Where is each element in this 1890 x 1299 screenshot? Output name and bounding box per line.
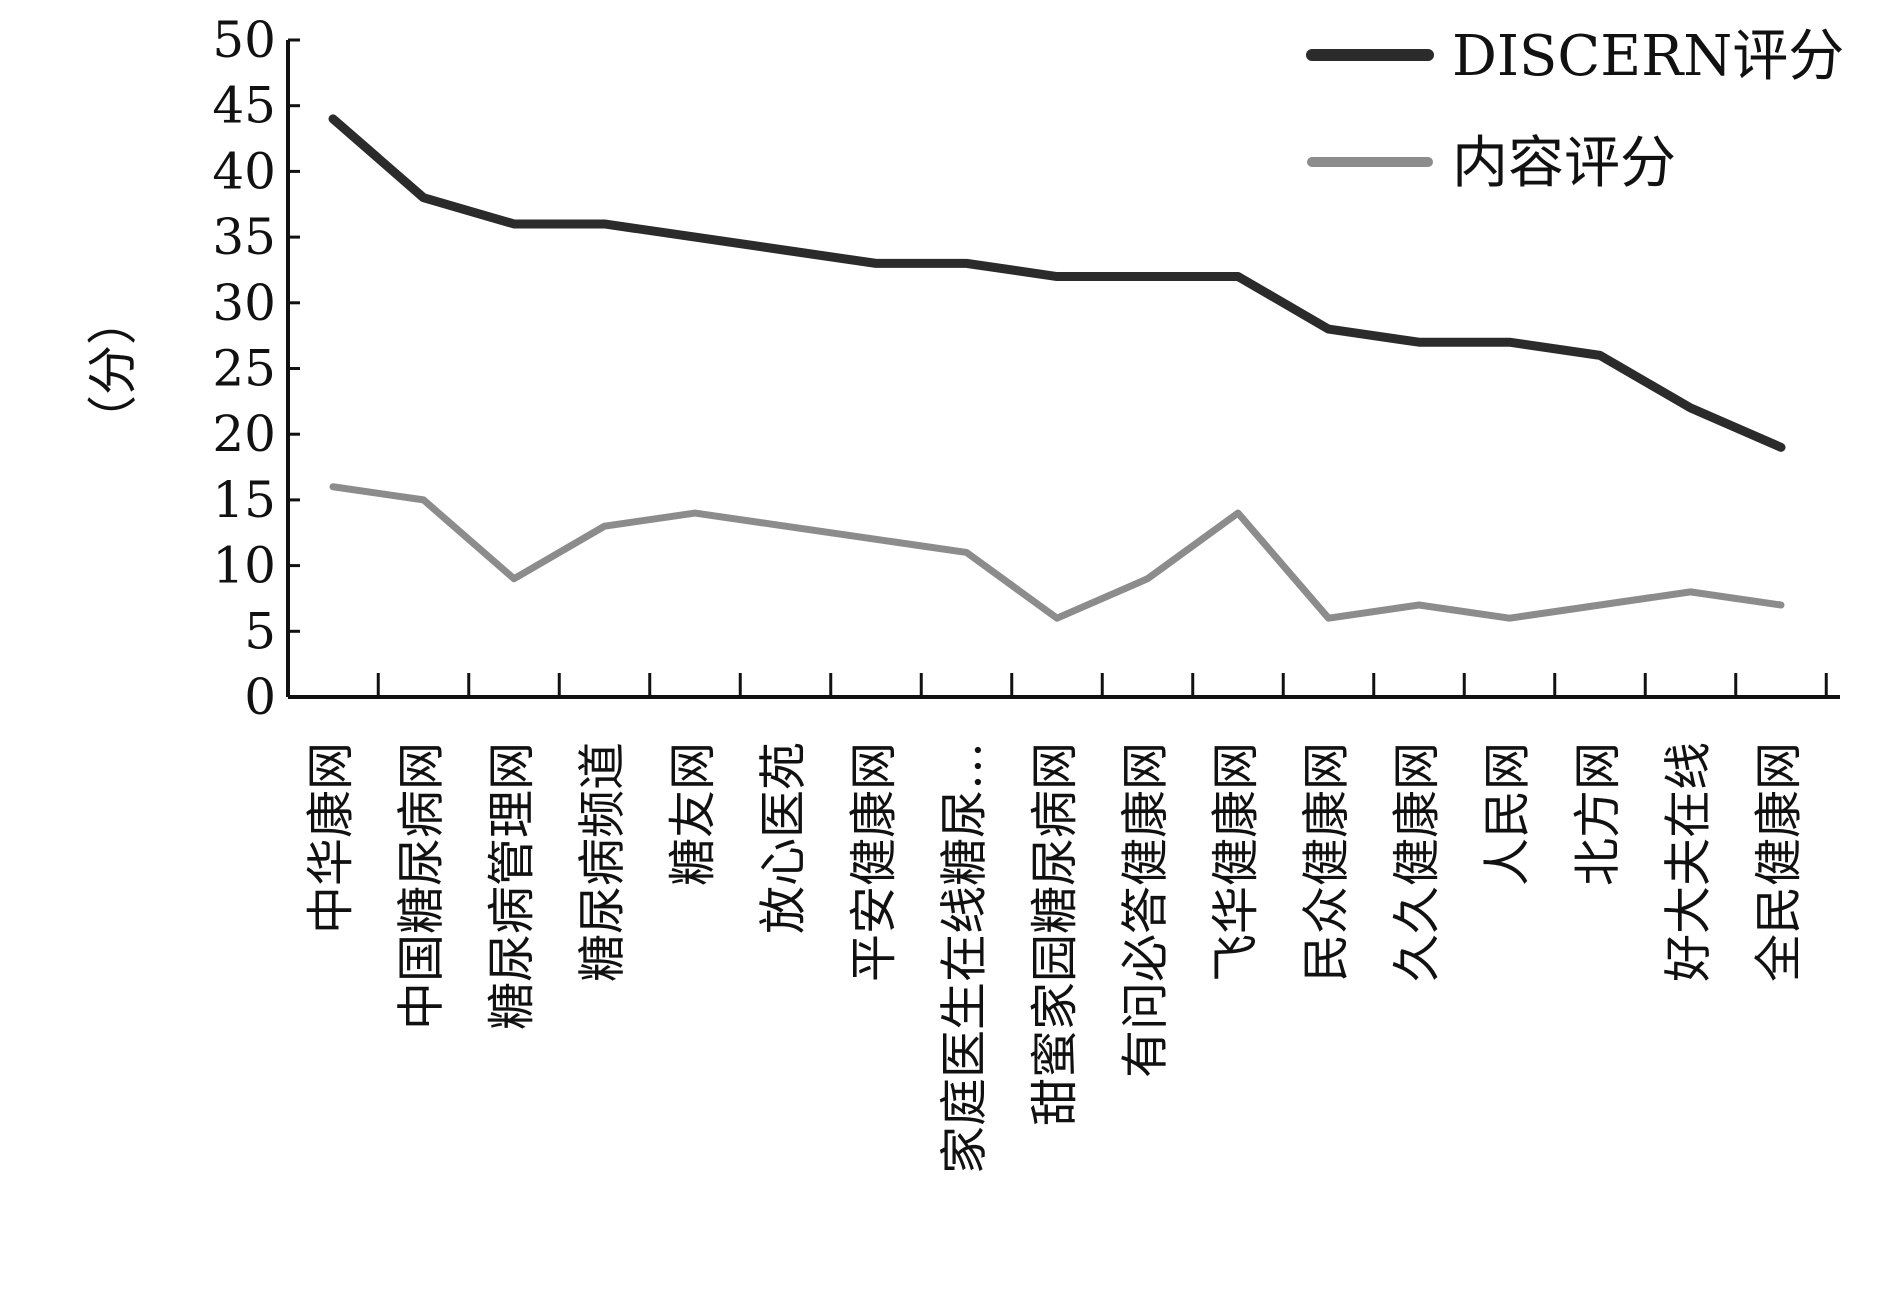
y-tick-label: 35 (212, 208, 276, 266)
y-tick-label: 0 (244, 668, 276, 726)
x-tick-label: 全民健康网 (1751, 742, 1807, 982)
x-tick-label: 人民网 (1480, 742, 1536, 886)
x-tick-label: 好大夫在线 (1661, 742, 1717, 982)
y-tick-label: 20 (212, 405, 276, 463)
y-axis-label: （分） (84, 295, 142, 445)
x-tick-label: 飞华健康网 (1208, 742, 1264, 982)
x-tick-label: 中华康网 (303, 742, 359, 934)
x-tick-label: 中国糖尿病网 (394, 742, 450, 1030)
x-tick-label: 糖友网 (665, 742, 721, 886)
x-tick-label: 平安健康网 (846, 742, 902, 982)
y-tick-label: 5 (244, 602, 276, 660)
x-tick-label: 糖尿病管理网 (484, 742, 540, 1030)
x-tick-label: 家庭医生在线糖尿… (937, 742, 993, 1174)
y-tick-label: 45 (212, 77, 276, 135)
y-tick-label: 25 (212, 340, 276, 398)
axes: 0 5 10 15 20 25 30 35 40 45 50 中华康网 中国糖尿病网 糖尿病管理网 糖尿病频… (212, 11, 1840, 1174)
series-lines (328, 114, 1786, 622)
y-tick-label: 40 (212, 142, 276, 200)
x-tick-label: 久久健康网 (1389, 742, 1445, 982)
x-tick-label: 糖尿病频道 (575, 742, 631, 982)
x-tick-label: 有问必答健康网 (1118, 742, 1174, 1078)
y-tick-label: 15 (212, 471, 276, 529)
x-tick-label: 放心医苑 (756, 742, 812, 934)
x-tick-label: 民众健康网 (1299, 742, 1355, 982)
y-tick-label: 10 (212, 537, 276, 595)
y-tick-label: 50 (212, 11, 276, 69)
legend-label: DISCERN评分 (1452, 24, 1844, 89)
x-tick-label: 甜蜜家园糖尿病网 (1027, 742, 1083, 1126)
legend-label: 内容评分 (1452, 131, 1676, 196)
series-line (328, 114, 1786, 452)
series-line (329, 483, 1785, 622)
y-tick-label: 30 (212, 274, 276, 332)
x-tick-label: 北方网 (1570, 742, 1626, 886)
